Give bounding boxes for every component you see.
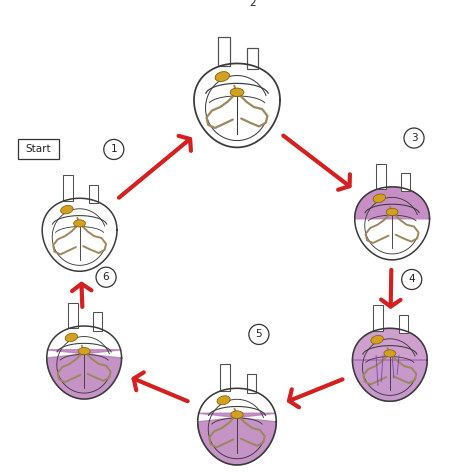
Ellipse shape bbox=[215, 72, 229, 82]
Ellipse shape bbox=[65, 333, 78, 342]
Text: 6: 6 bbox=[103, 272, 109, 282]
FancyBboxPatch shape bbox=[376, 164, 386, 189]
Text: 3: 3 bbox=[410, 133, 417, 143]
FancyBboxPatch shape bbox=[247, 48, 258, 69]
FancyBboxPatch shape bbox=[93, 313, 102, 331]
Text: 4: 4 bbox=[409, 275, 415, 285]
Text: 1: 1 bbox=[110, 144, 117, 154]
Ellipse shape bbox=[78, 348, 90, 355]
Polygon shape bbox=[353, 328, 427, 360]
Polygon shape bbox=[353, 360, 427, 401]
Ellipse shape bbox=[73, 220, 85, 227]
FancyBboxPatch shape bbox=[218, 37, 230, 66]
Ellipse shape bbox=[384, 350, 396, 357]
Circle shape bbox=[96, 267, 116, 287]
Circle shape bbox=[404, 128, 424, 148]
Ellipse shape bbox=[231, 411, 243, 418]
Text: Start: Start bbox=[26, 144, 51, 154]
Circle shape bbox=[401, 269, 422, 290]
FancyBboxPatch shape bbox=[401, 173, 410, 191]
FancyBboxPatch shape bbox=[374, 305, 383, 331]
Polygon shape bbox=[47, 326, 121, 399]
Polygon shape bbox=[353, 328, 427, 401]
Ellipse shape bbox=[371, 335, 383, 344]
Ellipse shape bbox=[61, 205, 73, 214]
Circle shape bbox=[104, 140, 124, 160]
Polygon shape bbox=[355, 187, 429, 219]
Ellipse shape bbox=[217, 396, 230, 405]
Polygon shape bbox=[42, 198, 117, 271]
Polygon shape bbox=[194, 64, 280, 147]
Ellipse shape bbox=[386, 209, 398, 216]
FancyBboxPatch shape bbox=[89, 185, 98, 203]
FancyBboxPatch shape bbox=[220, 364, 230, 391]
FancyBboxPatch shape bbox=[18, 140, 59, 160]
FancyBboxPatch shape bbox=[68, 303, 78, 328]
FancyBboxPatch shape bbox=[399, 314, 408, 333]
Ellipse shape bbox=[373, 194, 386, 202]
Polygon shape bbox=[355, 187, 429, 260]
Text: 2: 2 bbox=[250, 0, 256, 8]
Circle shape bbox=[249, 324, 269, 344]
Polygon shape bbox=[198, 388, 276, 465]
FancyBboxPatch shape bbox=[246, 374, 256, 393]
Text: 5: 5 bbox=[255, 330, 262, 340]
Polygon shape bbox=[198, 413, 276, 465]
Ellipse shape bbox=[230, 88, 244, 96]
Circle shape bbox=[243, 0, 263, 13]
Polygon shape bbox=[47, 350, 121, 399]
FancyBboxPatch shape bbox=[63, 175, 73, 200]
